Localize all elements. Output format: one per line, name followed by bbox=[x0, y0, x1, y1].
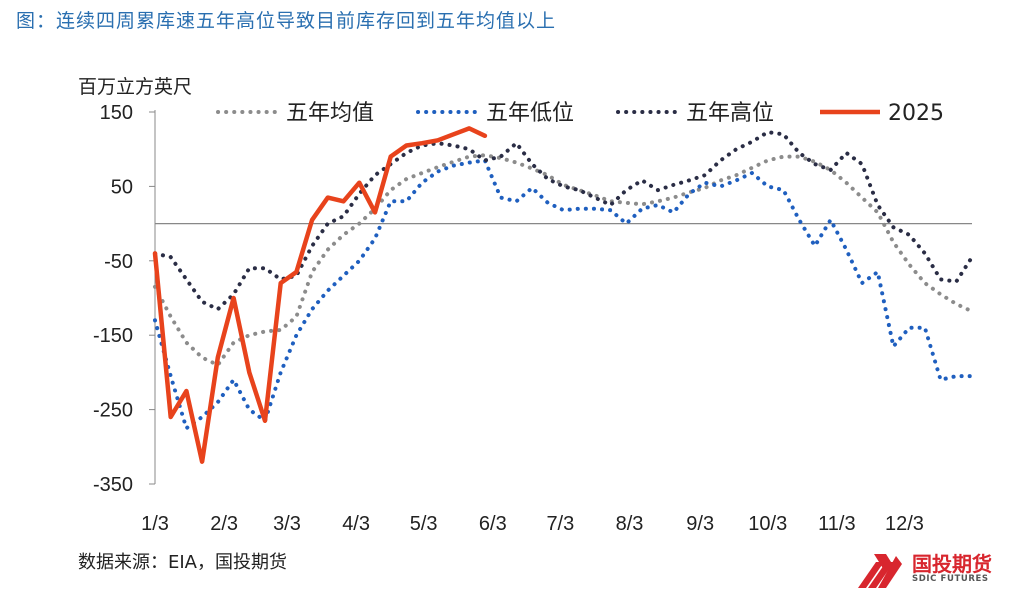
source-note: 数据来源：EIA，国投期货 bbox=[78, 552, 287, 573]
y-axis-label: 百万立方英尺 bbox=[78, 76, 192, 98]
y-tick-label: 150 bbox=[100, 102, 133, 124]
chart-axes: 150 50 -50 -150 -250 -350 1/3 2/3 3/3 4/3 5/3 6/3 7/… bbox=[93, 102, 972, 535]
x-tick-label: 5/3 bbox=[410, 513, 438, 535]
y-tick-label: -350 bbox=[93, 474, 133, 496]
logo: 国投期货 SDIC FUTURES bbox=[856, 548, 1016, 592]
y-tick-label: -150 bbox=[93, 325, 133, 347]
series-0 bbox=[153, 153, 974, 367]
x-tick-label: 10/3 bbox=[748, 513, 787, 535]
series-line bbox=[152, 126, 488, 464]
series-2 bbox=[153, 130, 974, 312]
legend: 五年均值 五年低位 五年高位 2025 bbox=[216, 101, 944, 126]
x-tick-label: 7/3 bbox=[546, 513, 574, 535]
legend-label: 五年低位 bbox=[486, 101, 574, 126]
x-tick-label: 9/3 bbox=[686, 513, 714, 535]
x-tick-label: 8/3 bbox=[616, 513, 644, 535]
x-tick-label: 3/3 bbox=[273, 513, 301, 535]
x-tick-label: 1/3 bbox=[141, 513, 169, 535]
logo-subtext: SDIC FUTURES bbox=[912, 574, 989, 584]
x-tick-label: 4/3 bbox=[342, 513, 370, 535]
x-tick-label: 2/3 bbox=[210, 513, 238, 535]
y-tick-label: -250 bbox=[93, 400, 133, 422]
series-line bbox=[153, 130, 974, 312]
x-tick-label: 11/3 bbox=[818, 513, 855, 535]
legend-label: 五年高位 bbox=[686, 101, 774, 126]
figure-title: 图：连续四周累库速五年高位导致目前库存回到五年均值以上 bbox=[16, 10, 557, 32]
logo-mark-icon bbox=[858, 554, 902, 588]
series-line bbox=[153, 153, 974, 367]
logo-text: 国投期货 bbox=[912, 552, 992, 576]
series-1 bbox=[153, 158, 974, 431]
legend-label: 2025 bbox=[888, 101, 944, 126]
series-layer bbox=[152, 126, 974, 464]
x-tick-label: 12/3 bbox=[885, 513, 924, 535]
y-tick-label: 50 bbox=[111, 176, 133, 198]
x-tick-label: 6/3 bbox=[479, 513, 507, 535]
series-line bbox=[153, 158, 974, 431]
y-tick-label: -50 bbox=[104, 251, 133, 273]
series-3 bbox=[152, 126, 488, 464]
legend-label: 五年均值 bbox=[286, 101, 374, 126]
